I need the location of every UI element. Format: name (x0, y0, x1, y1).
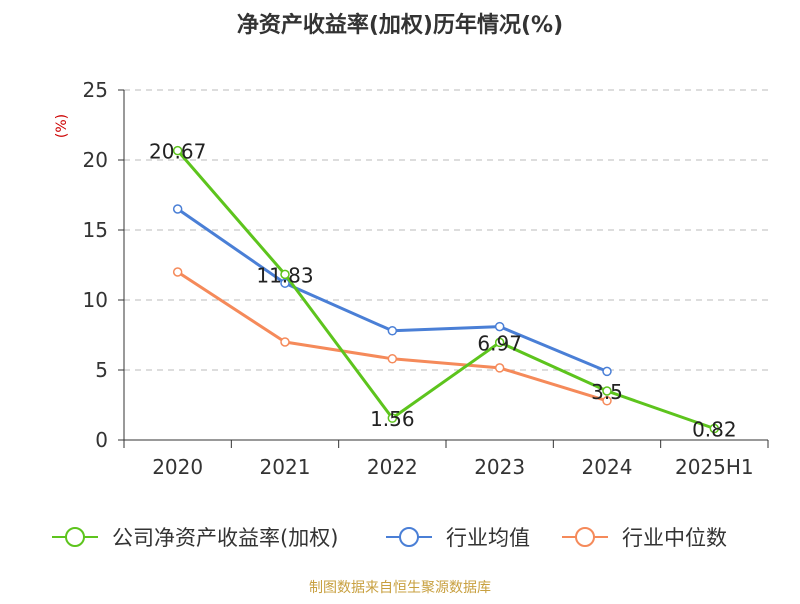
data-point-1 (280, 278, 290, 288)
data-point-0 (172, 145, 183, 156)
data-point-2 (387, 354, 398, 364)
data-label: 6.97 (477, 331, 522, 355)
data-point-1 (387, 326, 398, 336)
x-tick-label: 2024 (582, 455, 633, 479)
y-tick-label: 25 (83, 78, 108, 102)
data-label: 3.5 (591, 380, 623, 404)
data-point-0 (602, 386, 612, 396)
data-point-0 (387, 413, 398, 423)
data-point-2 (494, 363, 505, 373)
y-tick-label: 10 (83, 288, 108, 312)
legend: 公司净资产收益率(加权) 行业均值 行业中位数 (52, 526, 727, 550)
grid-lines (124, 89, 768, 371)
legend-label: 行业均值 (446, 526, 530, 550)
chart-title: 净资产收益率(加权)历年情况(%) (237, 12, 563, 38)
y-tick-label: 20 (83, 148, 108, 172)
x-tick-label: 2022 (367, 455, 418, 479)
series-line-0 (176, 149, 715, 430)
data-label: 0.82 (692, 418, 737, 442)
series-lines (172, 145, 720, 434)
data-point-0 (280, 269, 290, 280)
x-tick-label: 2021 (260, 455, 311, 479)
data-label: 1.56 (370, 407, 415, 431)
data-point-1 (602, 366, 612, 377)
data-labels: 20.67 11.83 1.56 6.97 3.5 0.82 (149, 140, 737, 442)
series-line-1 (176, 207, 608, 373)
series-line-2 (176, 270, 608, 403)
legend-marker (65, 527, 85, 547)
y-axis-label: (%) (54, 114, 70, 138)
y-tick-label: 5 (95, 358, 108, 382)
y-tick-label: 15 (83, 218, 108, 242)
data-point-2 (602, 396, 612, 406)
data-point-0 (709, 423, 720, 434)
data-point-1 (494, 321, 505, 332)
legend-label: 公司净资产收益率(加权) (112, 526, 338, 550)
data-point-2 (172, 267, 183, 277)
x-tick-label: 2023 (474, 455, 525, 479)
x-tick-label: 2020 (152, 455, 203, 479)
legend-marker (399, 527, 419, 547)
data-label: 11.83 (256, 263, 313, 287)
data-label: 20.67 (149, 140, 206, 164)
data-point-1 (172, 204, 183, 214)
data-point-2 (280, 337, 290, 347)
y-tick-label: 0 (95, 428, 108, 452)
axes: 0 5 10 15 20 25 2020 2021 2022 2023 2024 2025H1 (83, 78, 769, 479)
legend-label: 行业中位数 (622, 526, 727, 550)
data-point-0 (494, 337, 505, 348)
source-note: 制图数据来自恒生聚源数据库 (309, 580, 491, 596)
legend-marker (575, 527, 595, 547)
x-tick-label: 2025H1 (675, 455, 754, 479)
